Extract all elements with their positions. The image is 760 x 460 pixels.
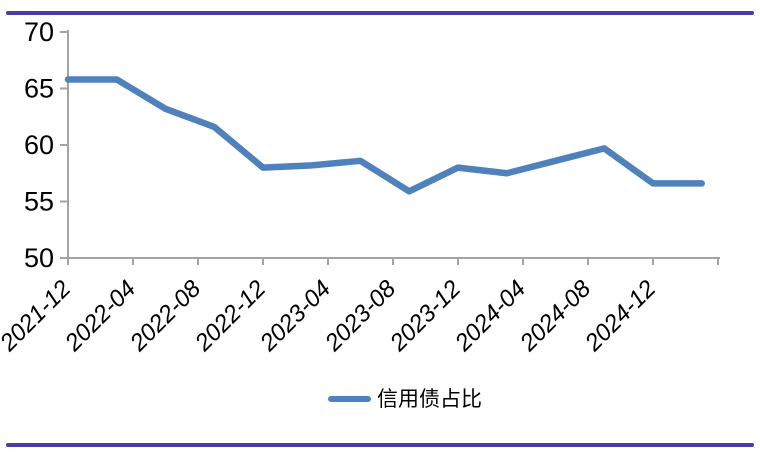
- y-tick-label: 65: [24, 74, 54, 104]
- x-tick-label: 2024-12: [579, 275, 661, 357]
- legend-line-swatch: [328, 396, 371, 402]
- chart-legend: 信用债占比: [25, 384, 760, 414]
- x-tick-label: 2023-08: [319, 275, 402, 358]
- x-tick-label: 2023-04: [254, 275, 336, 357]
- x-tick-label: 2022-08: [124, 275, 207, 358]
- x-tick-label: 2024-08: [514, 275, 597, 358]
- x-tick-label: 2021-12: [0, 275, 76, 357]
- legend-label: 信用债占比: [377, 387, 482, 411]
- x-tick-label: 2022-04: [59, 275, 141, 357]
- y-tick-label: 60: [24, 130, 54, 160]
- x-tick-label: 2024-04: [449, 275, 531, 357]
- series-line: [64, 76, 705, 195]
- top-border-line: [6, 11, 754, 15]
- y-tick-label: 55: [24, 187, 54, 217]
- x-tick-label: 2023-12: [384, 275, 466, 357]
- y-tick-label: 70: [24, 17, 54, 47]
- bottom-border-line: [6, 443, 754, 447]
- y-tick-label: 50: [24, 243, 54, 273]
- x-tick-label: 2022-12: [189, 275, 271, 357]
